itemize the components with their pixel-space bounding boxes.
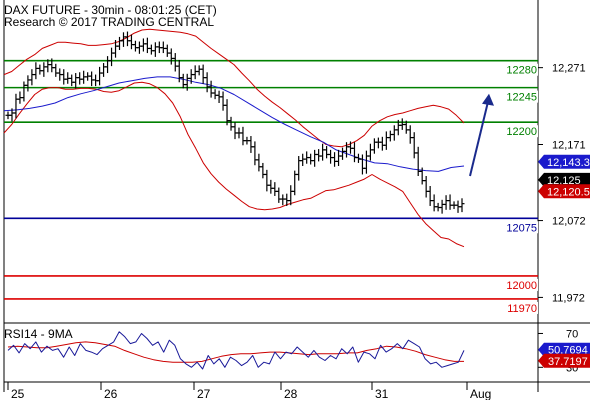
- moving-average-line: [3, 76, 465, 172]
- x-tick-label: 25: [11, 387, 25, 400]
- price-panel: 12,271 12,171 12,072 11,972 12280 12245 12200 1…: [3, 0, 590, 392]
- rsi-value-tag-label: 37.7197: [548, 356, 588, 368]
- chart-title: DAX FUTURE - 30min - 08:01:25 (CET): [4, 3, 217, 17]
- bollinger-lower-line: [3, 81, 465, 248]
- level-label-bg: [506, 278, 538, 291]
- level-label: 12200: [506, 126, 537, 138]
- level-label: 12280: [506, 65, 537, 77]
- x-tick-label: Aug: [470, 387, 491, 400]
- chart-subtitle: Research © 2017 TRADING CENTRAL: [4, 15, 214, 29]
- price-tag-box: [538, 172, 590, 187]
- rsi-y-tick-label: 70: [566, 328, 578, 340]
- price-tag: 12,125: [538, 172, 590, 187]
- rsi-value-tag-box: [538, 353, 590, 368]
- rsi-value-tag: 50.7694: [538, 342, 590, 357]
- price-tag-box: [538, 184, 590, 199]
- price-y-tick-label: 12,072: [552, 216, 586, 228]
- level-label: 11970: [507, 303, 537, 315]
- x-tick-label: 28: [284, 387, 298, 400]
- projection-arrow-head: [482, 93, 494, 106]
- x-tick-label: 31: [375, 387, 389, 400]
- level-label-bg: [506, 221, 538, 234]
- level-label-bg: [506, 125, 538, 138]
- level-label-bg: [506, 90, 538, 103]
- price-tag-box: [538, 154, 590, 169]
- level-label: 12000: [506, 280, 537, 292]
- x-tick-label: 26: [104, 387, 118, 400]
- x-tick-label: 27: [197, 387, 211, 400]
- rsi-value-tag-box: [538, 342, 590, 357]
- level-label: 12075: [506, 222, 537, 234]
- price-y-tick-label: 12,271: [552, 63, 586, 75]
- level-label-bg: [506, 63, 538, 76]
- price-bar: [459, 198, 465, 213]
- price-tag-label: 12,120.5: [547, 186, 590, 198]
- level-label: 12245: [506, 92, 537, 104]
- price-tag-label: 12,125: [547, 175, 581, 187]
- rsi-title: RSI14 - 9MA: [4, 327, 73, 341]
- rsi-line: [7, 331, 465, 370]
- price-y-tick-label: 12,171: [552, 139, 586, 151]
- projection-arrow-shaft: [469, 101, 489, 177]
- price-y-tick-label: 11,972: [552, 292, 585, 304]
- rsi-ma-line: [7, 341, 464, 363]
- level-label-bg: [506, 301, 538, 314]
- rsi-value-tag: 37.7197: [538, 353, 590, 368]
- price-tag: 12,120.5: [538, 184, 590, 199]
- price-tag: 12,143.3: [538, 154, 590, 169]
- bollinger-upper-line: [3, 28, 465, 148]
- price-tag-label: 12,143.3: [547, 157, 590, 169]
- rsi-value-tag-label: 50.7694: [548, 345, 588, 357]
